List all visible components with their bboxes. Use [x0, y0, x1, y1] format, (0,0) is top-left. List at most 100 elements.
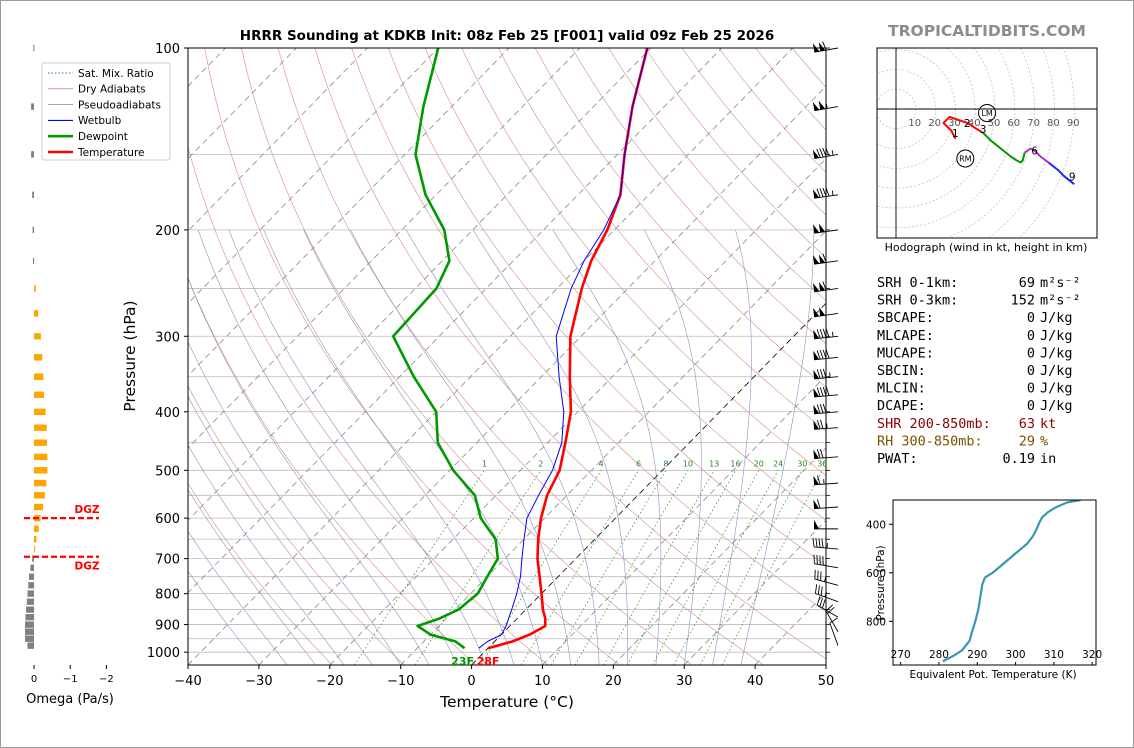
isotherm-40 — [754, 592, 826, 665]
legend-entry: Dewpoint — [78, 131, 128, 143]
barb-full — [812, 537, 815, 548]
omega-bar — [31, 103, 34, 110]
y-tick-label: 100 — [155, 42, 180, 57]
hodograph-height-label: 2 — [964, 118, 971, 130]
barb-half — [831, 190, 834, 196]
barb-staff — [815, 593, 839, 603]
index-label: PWAT: — [877, 451, 918, 467]
y-tick-label: 200 — [155, 224, 180, 239]
hodograph-border — [876, 47, 1098, 239]
y-tick-label: 700 — [155, 553, 180, 568]
omega-bar — [25, 621, 34, 628]
index-unit: J/kg — [1040, 310, 1073, 326]
dry-adiabat — [204, 48, 621, 665]
mixing-ratio-line — [699, 470, 803, 665]
index-unit: m²s⁻² — [1040, 275, 1081, 291]
wind-barb — [812, 100, 839, 112]
dry-adiabat — [188, 145, 549, 665]
barb-full — [816, 369, 821, 379]
wind-barb — [813, 223, 839, 234]
mixing-ratio-line — [721, 470, 823, 665]
mixing-ratio-line — [652, 470, 760, 665]
dry-adiabat — [314, 48, 826, 660]
mixing-ratio-label: 8 — [664, 459, 669, 468]
hodograph-ring-label: 10 — [908, 118, 921, 129]
dewpoint-trace — [391, 48, 500, 650]
isotherm--80 — [188, 48, 510, 377]
pseudoadiabat — [188, 277, 430, 665]
isotherm--30 — [258, 85, 826, 665]
hodograph-height-label: 1 — [952, 128, 959, 140]
omega-bar — [34, 503, 43, 511]
barb-full — [819, 419, 824, 429]
barb-full — [825, 604, 834, 612]
legend-box — [41, 62, 171, 161]
isotherm-10 — [542, 375, 826, 665]
omega-bar — [25, 614, 35, 621]
index-unit: kt — [1040, 416, 1056, 432]
mixing-ratio-label: 13 — [709, 459, 719, 468]
omega-bar — [34, 310, 39, 317]
pseudoadiabat — [188, 489, 316, 665]
y-tick-label: 500 — [155, 464, 180, 479]
barb-staff — [814, 506, 839, 510]
barb-pennant — [813, 307, 820, 317]
isotherm--40 — [188, 48, 793, 665]
barb-full — [822, 349, 827, 359]
barb-full — [829, 617, 838, 624]
omega-x-axis: 0 −1 −2 — [31, 665, 114, 685]
mixing-ratio-line — [414, 470, 542, 665]
x-tick-label: 40 — [747, 674, 764, 689]
pseudoadiabat — [303, 229, 543, 665]
barb-pennant — [813, 189, 820, 199]
barb-pennant — [813, 255, 820, 265]
barb-pennant — [814, 519, 819, 529]
barb-full — [822, 368, 827, 378]
index-value: 0 — [1027, 381, 1035, 397]
barb-pennant — [813, 350, 820, 360]
omega-tick-label: −2 — [99, 674, 114, 685]
omega-bar — [34, 391, 45, 398]
wind-barb — [813, 307, 839, 318]
hodograph-segment — [1024, 147, 1050, 164]
index-value: 0 — [1027, 363, 1035, 379]
mixing-ratio-label: 4 — [599, 459, 604, 468]
isotherm-0 — [471, 302, 826, 665]
hodograph-caption: Hodograph (wind in kt, height in km) — [885, 241, 1088, 254]
dry-adiabat — [461, 48, 826, 476]
barb-full — [822, 328, 827, 338]
temperature-trace — [487, 48, 649, 650]
barb-full — [816, 404, 821, 414]
dry-adiabat — [388, 48, 826, 566]
y-tick-label: 300 — [155, 330, 180, 345]
isotherm--20 — [329, 158, 826, 665]
y-axis-label: Pressure (hPa) — [121, 300, 139, 411]
mixing-ratio-label: 24 — [773, 459, 783, 468]
omega-bar — [26, 598, 34, 605]
wind-barb — [813, 281, 839, 293]
dry-adiabat — [534, 48, 826, 388]
barb-pennant — [813, 369, 820, 379]
omega-bar — [34, 467, 48, 474]
hodograph-segment — [1047, 161, 1075, 185]
barb-full — [816, 475, 821, 485]
wind-barb — [829, 617, 839, 646]
theta-x-tick-label: 280 — [929, 649, 949, 661]
theta-x-tick-label: 290 — [967, 649, 987, 661]
pseudoadiabat — [350, 229, 572, 665]
mixing-ratio-line — [603, 470, 715, 665]
x-tick-label: 20 — [605, 674, 622, 689]
mixing-ratio-line — [550, 470, 667, 665]
index-label: MUCAPE: — [877, 345, 934, 361]
x-tick-label: −40 — [174, 674, 201, 689]
barb-full — [816, 148, 821, 158]
hodograph-ring-label: 90 — [1067, 118, 1080, 129]
wind-barb — [813, 403, 839, 415]
mixing-ratio-label: 30 — [797, 459, 807, 468]
mixing-ratio-label: 10 — [683, 459, 693, 468]
theta-x-tick-label: 320 — [1082, 649, 1102, 661]
isotherm--10 — [400, 230, 826, 665]
surface-dewpoint-label: 23F — [451, 655, 474, 668]
barb-pennant — [813, 282, 820, 292]
theta-e-panel: 270 280 290 300 310 320 400 600 800 Equivalent P… — [866, 499, 1102, 681]
